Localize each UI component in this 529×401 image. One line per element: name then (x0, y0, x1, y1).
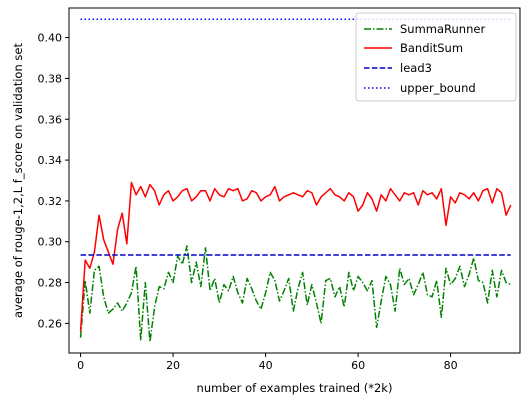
y-axis-label: average of rouge-1,2,L f_score on valida… (11, 43, 25, 318)
x-tick-label: 20 (166, 359, 180, 372)
x-axis-ticks: 0 20 40 60 80 (77, 353, 458, 372)
series-layer (79, 18, 512, 343)
y-tick-label: 0.34 (38, 154, 63, 167)
series-line-banditsum (79, 181, 512, 332)
y-tick-label: 0.38 (38, 72, 63, 85)
legend-label-lead3: lead3 (400, 61, 432, 75)
y-tick-label: 0.28 (38, 277, 63, 290)
legend-label-summarunner: SummaRunner (400, 22, 485, 36)
legend-label-banditsum: BanditSum (400, 41, 463, 55)
series-line-summarunner (79, 245, 512, 343)
y-tick-label: 0.26 (38, 317, 63, 330)
x-tick-label: 60 (351, 359, 365, 372)
y-tick-label: 0.40 (38, 32, 63, 45)
plot-area-frame (68, 7, 521, 354)
x-tick-label: 80 (444, 359, 458, 372)
x-tick-label: 0 (77, 359, 84, 372)
legend-label-upper-bound: upper_bound (400, 81, 476, 95)
x-axis-label: number of examples trained (*2k) (197, 381, 393, 395)
x-tick-label: 40 (259, 359, 273, 372)
y-tick-label: 0.32 (38, 195, 63, 208)
legend-box (355, 12, 517, 102)
y-tick-label: 0.30 (38, 236, 63, 249)
y-axis-ticks: 0.26 0.28 0.30 0.32 0.34 0.36 0.38 0.40 (38, 32, 69, 330)
legend: SummaRunner BanditSum lead3 upper_bound (355, 12, 517, 102)
y-tick-label: 0.36 (38, 113, 63, 126)
